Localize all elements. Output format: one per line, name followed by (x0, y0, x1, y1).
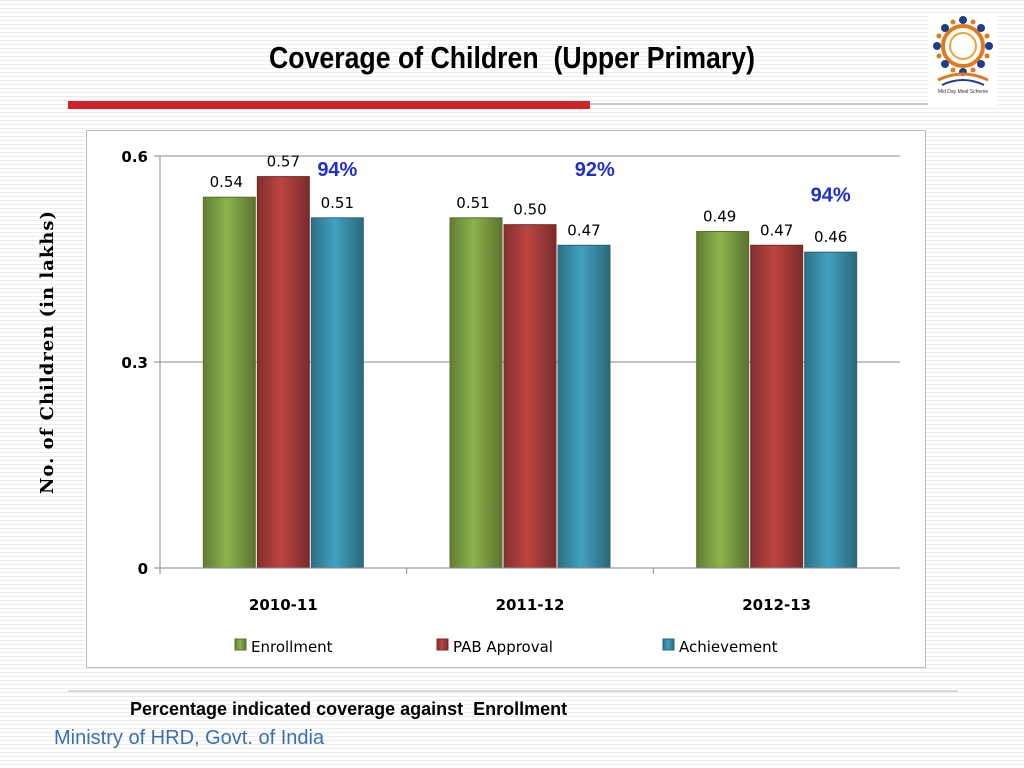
data-label: 0.49 (703, 208, 736, 226)
mid-day-meal-logo-icon (933, 16, 993, 86)
legend-swatch (662, 638, 675, 651)
coverage-percent-label: 94% (317, 159, 357, 181)
y-axis-label: No. of Children (in lakhs) (37, 209, 58, 495)
bar-pab-approval (256, 176, 310, 569)
y-tick-label: 0.3 (121, 354, 148, 372)
y-tick-label: 0.6 (121, 148, 148, 166)
data-label: 0.47 (567, 221, 600, 239)
title-underline-gray (590, 103, 955, 105)
bar-achievement (310, 217, 364, 569)
footer-ministry: Ministry of HRD, Govt. of India (54, 727, 325, 749)
slide-title: Coverage of Children (Upper Primary) (269, 40, 755, 75)
data-label: 0.46 (814, 228, 847, 246)
bar-achievement (557, 244, 611, 569)
data-label: 0.50 (513, 201, 546, 219)
legend-swatch (234, 638, 247, 651)
bar-enrollment (202, 196, 256, 569)
x-tick-label: 2012-13 (742, 596, 811, 614)
footnote: Percentage indicated coverage against En… (130, 699, 568, 719)
logo-caption: Mid Day Meal Scheme (937, 89, 989, 95)
bar-chart: 0 0.3 0.6 2010-11 0.54 0.57 0.51 94% 2011-12 0.51… (121, 148, 900, 656)
x-tick-label: 2011-12 (496, 596, 565, 614)
bar-pab-approval (750, 244, 804, 569)
legend-label: Achievement (679, 638, 778, 656)
data-label: 0.57 (267, 153, 300, 171)
x-tick-label: 2010-11 (249, 596, 318, 614)
legend-label: PAB Approval (453, 638, 553, 656)
data-label: 0.54 (210, 173, 243, 191)
coverage-percent-label: 94% (811, 185, 851, 207)
legend-swatch (436, 638, 449, 651)
data-label: 0.47 (760, 221, 793, 239)
chart-frame: 0 0.3 0.6 2010-11 0.54 0.57 0.51 94% 2011-12 0.51… (86, 130, 926, 668)
bar-enrollment (696, 231, 750, 569)
data-label: 0.51 (456, 194, 489, 212)
data-label: 0.51 (321, 194, 354, 212)
title-underline-red (68, 101, 590, 109)
bar-pab-approval (503, 224, 557, 569)
footer-divider (68, 690, 958, 692)
bar-enrollment (449, 217, 503, 569)
y-tick-label: 0 (138, 560, 148, 578)
coverage-percent-label: 92% (575, 159, 615, 181)
bar-achievement (804, 251, 858, 569)
legend-label: Enrollment (251, 638, 333, 656)
mid-day-meal-logo: Mid Day Meal Scheme (928, 16, 998, 106)
